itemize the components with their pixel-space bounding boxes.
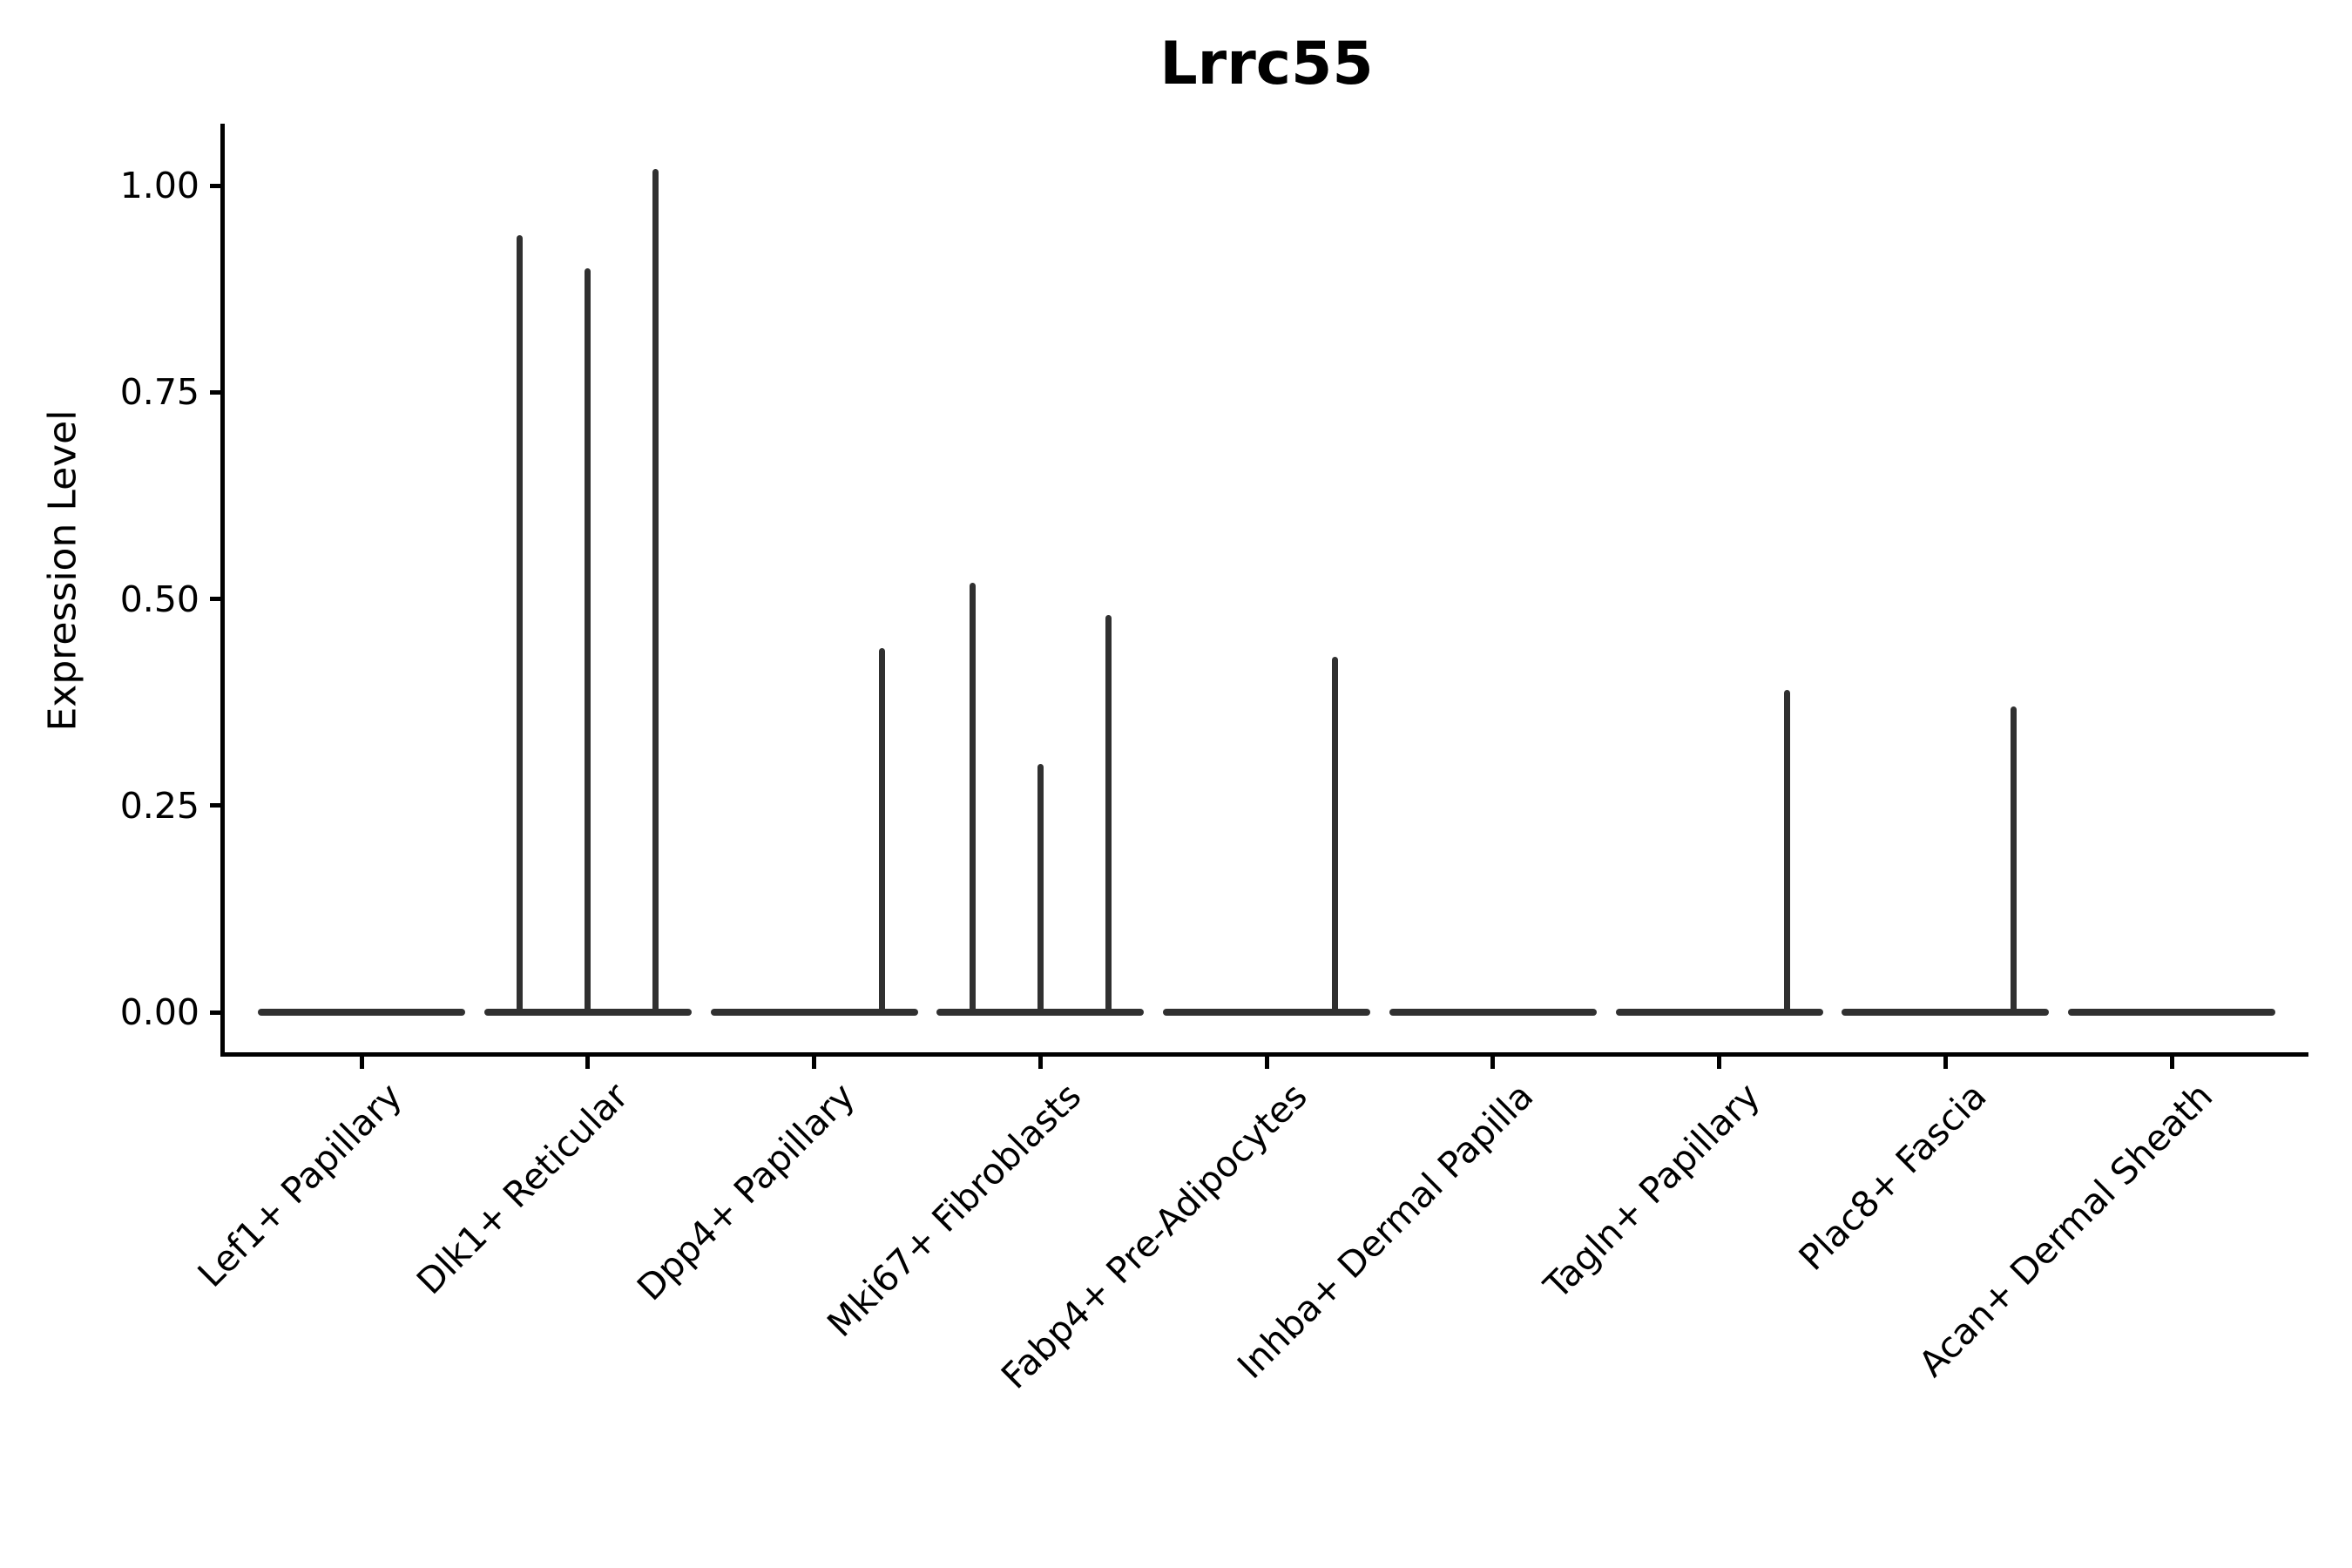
- violin-spike: [879, 648, 885, 1016]
- y-tick-mark: [210, 597, 225, 601]
- y-axis-spine: [220, 124, 225, 1057]
- x-tick-mark: [812, 1052, 816, 1069]
- y-tick-label: 1.00: [119, 165, 199, 206]
- y-tick-label: 0.00: [119, 991, 199, 1033]
- x-tick-mark: [1490, 1052, 1496, 1069]
- violin-baseline: [1163, 1009, 1370, 1016]
- x-tick-label: Plac8+ Fascia: [1790, 1075, 1995, 1279]
- y-axis-label: Expression Level: [40, 409, 85, 732]
- y-tick-label: 0.25: [119, 784, 199, 827]
- y-tick-mark: [210, 183, 225, 188]
- violin-spike: [652, 169, 659, 1016]
- y-tick-mark: [210, 803, 225, 808]
- x-tick-mark: [1717, 1052, 1721, 1069]
- y-tick-label: 0.75: [119, 371, 199, 414]
- violin-spike: [969, 582, 976, 1016]
- x-tick-mark: [359, 1052, 364, 1069]
- x-tick-mark: [585, 1052, 591, 1069]
- x-tick-label: Mki67+ Fibroblasts: [819, 1075, 1090, 1346]
- violin-baseline: [258, 1009, 465, 1016]
- x-tick-label: Lef1+ Papillary: [190, 1075, 410, 1295]
- x-tick-label: Tagln+ Papillary: [1536, 1075, 1768, 1308]
- chart-title: Lrrc55: [1159, 30, 1374, 98]
- violin-baseline: [710, 1009, 918, 1016]
- violin-spike: [517, 234, 524, 1016]
- violin-spike: [585, 267, 591, 1016]
- violin-baseline: [2068, 1009, 2275, 1016]
- x-tick-mark: [1264, 1052, 1269, 1069]
- violin-spike: [1037, 764, 1044, 1016]
- y-tick-label: 0.50: [119, 578, 199, 620]
- violin-baseline: [1389, 1009, 1597, 1016]
- violin-spike: [1784, 689, 1790, 1016]
- y-tick-mark: [210, 1010, 225, 1015]
- x-tick-mark: [2169, 1052, 2174, 1069]
- violin-spike: [2010, 706, 2017, 1016]
- violin-spike: [1331, 656, 1338, 1016]
- y-tick-mark: [210, 389, 225, 395]
- x-tick-mark: [1943, 1052, 1948, 1069]
- x-tick-label: Dpp4+ Papillary: [629, 1075, 863, 1309]
- x-tick-mark: [1037, 1052, 1043, 1069]
- violin-spike: [1105, 615, 1112, 1016]
- violin-baseline: [1842, 1009, 2050, 1016]
- x-tick-label: Dlk1+ Reticular: [409, 1075, 637, 1303]
- violin-baseline: [1615, 1009, 1823, 1016]
